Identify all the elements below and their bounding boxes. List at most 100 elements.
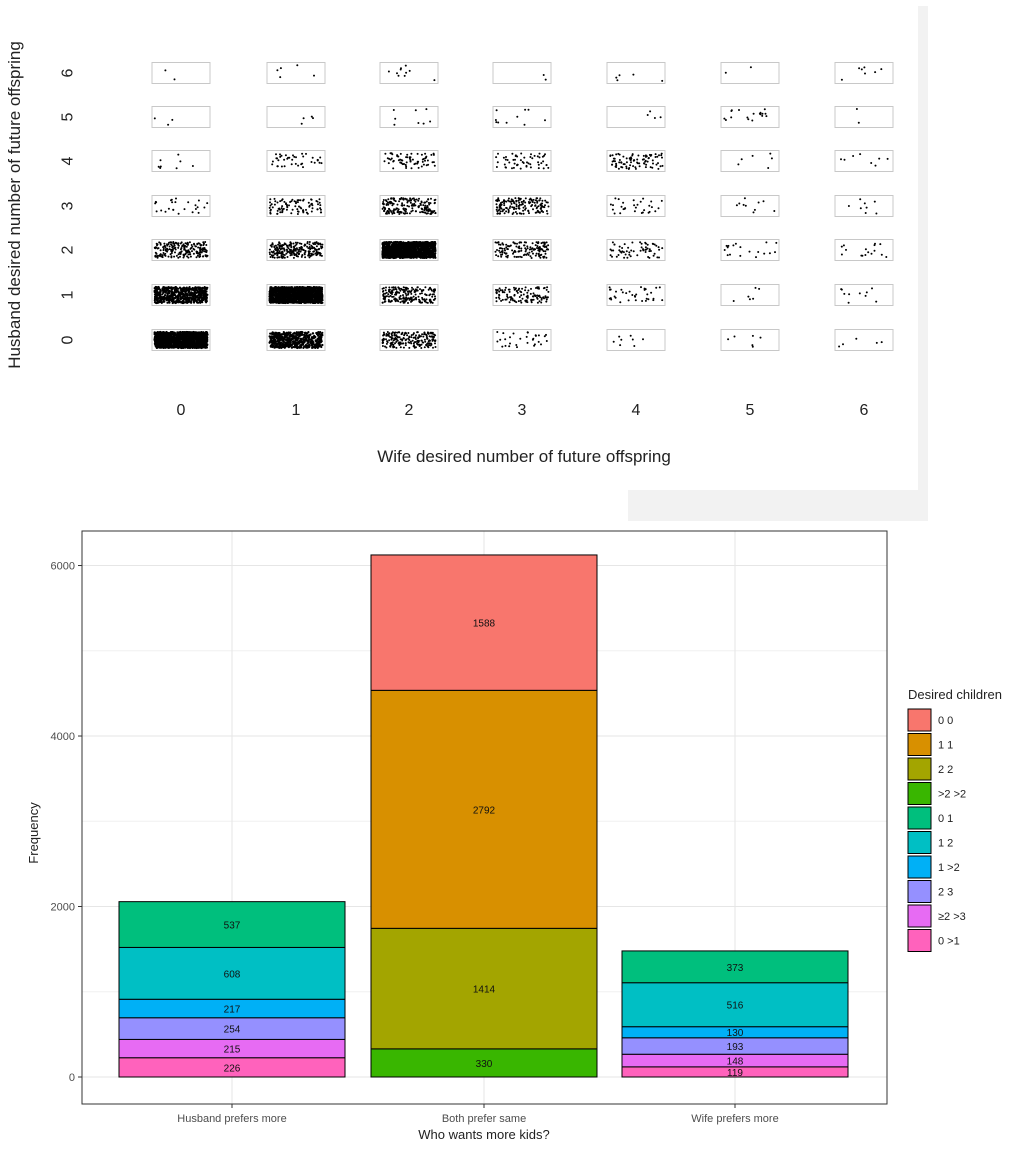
jitter-point bbox=[402, 286, 405, 289]
jitter-point bbox=[296, 337, 299, 341]
jitter-point bbox=[155, 296, 158, 299]
jitter-point bbox=[156, 294, 159, 297]
jitter-point bbox=[399, 301, 402, 304]
jitter-point bbox=[313, 292, 317, 295]
jitter-point bbox=[269, 253, 271, 256]
jitter-point bbox=[848, 293, 851, 296]
jitter-point bbox=[191, 346, 195, 349]
jitter-cells bbox=[151, 62, 894, 351]
jitter-point bbox=[174, 248, 177, 251]
jitter-point bbox=[315, 345, 318, 348]
jitter-point bbox=[427, 288, 430, 291]
jitter-point bbox=[204, 241, 207, 243]
jitter-point bbox=[169, 253, 172, 256]
jitter-point bbox=[305, 344, 308, 347]
jitter-point bbox=[281, 286, 284, 289]
jitter-point bbox=[276, 294, 280, 298]
jitter-point bbox=[166, 289, 169, 292]
jitter-point bbox=[162, 336, 165, 339]
jitter-point bbox=[318, 336, 321, 339]
jitter-point bbox=[184, 293, 188, 296]
jitter-point bbox=[399, 342, 402, 345]
jitter-point bbox=[197, 298, 201, 301]
jitter-point bbox=[194, 342, 197, 346]
jitter-point bbox=[426, 337, 429, 340]
jitter-point bbox=[655, 286, 658, 289]
jitter-point bbox=[174, 340, 177, 343]
jitter-point bbox=[397, 336, 399, 339]
jitter-point bbox=[295, 337, 298, 341]
jitter-point bbox=[280, 341, 283, 344]
jitter-point bbox=[320, 335, 323, 338]
jitter-point bbox=[304, 331, 307, 334]
jitter-point bbox=[536, 294, 538, 297]
jitter-point bbox=[387, 289, 390, 291]
jitter-point bbox=[201, 289, 204, 292]
jitter-point bbox=[398, 331, 401, 334]
jitter-point bbox=[178, 338, 181, 341]
jitter-point bbox=[294, 341, 297, 344]
jitter-point bbox=[309, 289, 312, 292]
jitter-point bbox=[157, 247, 160, 250]
jitter-point bbox=[392, 339, 395, 342]
jitter-point bbox=[279, 287, 282, 290]
jitter-point bbox=[179, 248, 182, 251]
jitter-point bbox=[398, 287, 401, 290]
jitter-point bbox=[751, 334, 754, 337]
jitter-cell bbox=[834, 284, 894, 306]
jitter-point bbox=[166, 293, 169, 296]
jitter-point bbox=[759, 336, 762, 339]
jitter-point bbox=[414, 336, 417, 339]
jitter-point bbox=[390, 291, 393, 294]
jitter-point bbox=[175, 301, 178, 304]
jitter-point bbox=[537, 334, 540, 337]
jitter-point bbox=[163, 300, 166, 303]
jitter-point bbox=[278, 334, 281, 337]
jitter-point bbox=[320, 339, 323, 342]
jitter-point bbox=[154, 287, 157, 290]
jitter-point bbox=[182, 299, 185, 302]
jitter-point bbox=[432, 298, 435, 301]
jitter-point bbox=[530, 298, 533, 301]
jitter-point bbox=[319, 341, 322, 344]
jitter-point bbox=[526, 331, 529, 334]
jitter-point bbox=[163, 346, 167, 349]
jitter-point bbox=[385, 338, 387, 341]
jitter-point bbox=[618, 335, 621, 338]
jitter-cell-box bbox=[834, 284, 894, 306]
jitter-point bbox=[184, 242, 187, 245]
jitter-cell bbox=[266, 284, 326, 306]
jitter-point bbox=[174, 241, 177, 244]
jitter-point bbox=[642, 338, 644, 341]
jitter-point bbox=[205, 301, 208, 304]
jitter-point bbox=[274, 334, 277, 337]
jitter-point bbox=[431, 295, 434, 298]
jitter-point bbox=[393, 333, 396, 335]
jitter-point bbox=[202, 293, 205, 296]
jitter-point bbox=[414, 293, 417, 296]
jitter-point bbox=[177, 290, 180, 293]
jitter-point bbox=[272, 342, 275, 345]
jitter-point bbox=[385, 334, 388, 337]
jitter-point bbox=[166, 344, 169, 348]
jitter-point bbox=[182, 343, 186, 346]
jitter-point bbox=[284, 341, 287, 345]
jitter-point bbox=[195, 291, 198, 294]
jitter-point bbox=[168, 346, 171, 349]
jitter-point bbox=[320, 345, 323, 349]
jitter-point bbox=[298, 339, 302, 342]
jitter-point bbox=[203, 292, 206, 295]
jitter-point bbox=[752, 297, 755, 300]
jitter-point bbox=[189, 333, 192, 336]
jitter-cell bbox=[266, 329, 326, 351]
jitter-point bbox=[159, 339, 162, 342]
jitter-point bbox=[381, 345, 384, 347]
jitter-point bbox=[385, 346, 388, 349]
jitter-point bbox=[434, 295, 436, 298]
jitter-point bbox=[309, 341, 312, 345]
jitter-cell bbox=[151, 284, 211, 306]
jitter-point bbox=[270, 301, 273, 304]
jitter-point bbox=[321, 343, 324, 347]
jitter-point bbox=[758, 287, 761, 290]
